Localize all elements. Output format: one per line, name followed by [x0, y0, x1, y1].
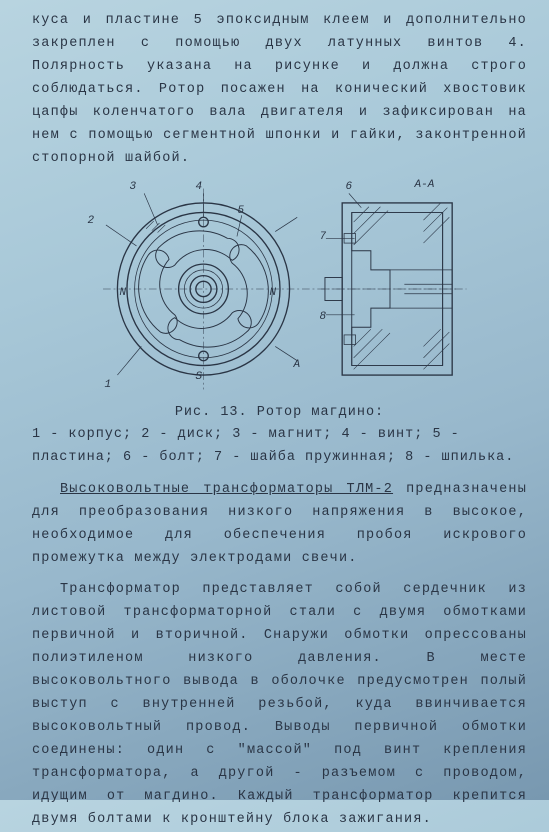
label-4: 4	[196, 181, 203, 193]
label-3: 3	[130, 181, 137, 193]
label-5: 5	[238, 205, 245, 217]
label-S: S	[196, 371, 203, 383]
figure-legend: 1 - корпус; 2 - диск; 3 - магнит; 4 - ви…	[32, 424, 527, 470]
rotor-diagram	[80, 179, 480, 399]
paragraph-1: куса и пластине 5 эпоксидным клеем и доп…	[32, 10, 527, 171]
label-N2: N	[120, 287, 127, 299]
paragraph-2: Высоковольтные трансформаторы ТЛМ-2 пред…	[32, 479, 527, 571]
label-AA: A-A	[415, 179, 435, 191]
paragraph-3: Трансформатор представляет собой сердечн…	[32, 579, 527, 831]
figure-caption: Рис. 13. Ротор магдино:	[32, 405, 527, 420]
label-2: 2	[88, 215, 95, 227]
figure-13: 1 2 3 4 5 6 7 8 N N S A A-A	[80, 179, 480, 399]
label-N: N	[270, 287, 277, 299]
label-1: 1	[105, 379, 112, 391]
label-8: 8	[320, 311, 327, 323]
paragraph-2-heading: Высоковольтные трансформаторы ТЛМ-2	[60, 482, 393, 497]
label-A: A	[294, 359, 301, 371]
label-6: 6	[346, 181, 353, 193]
label-7: 7	[320, 231, 327, 243]
